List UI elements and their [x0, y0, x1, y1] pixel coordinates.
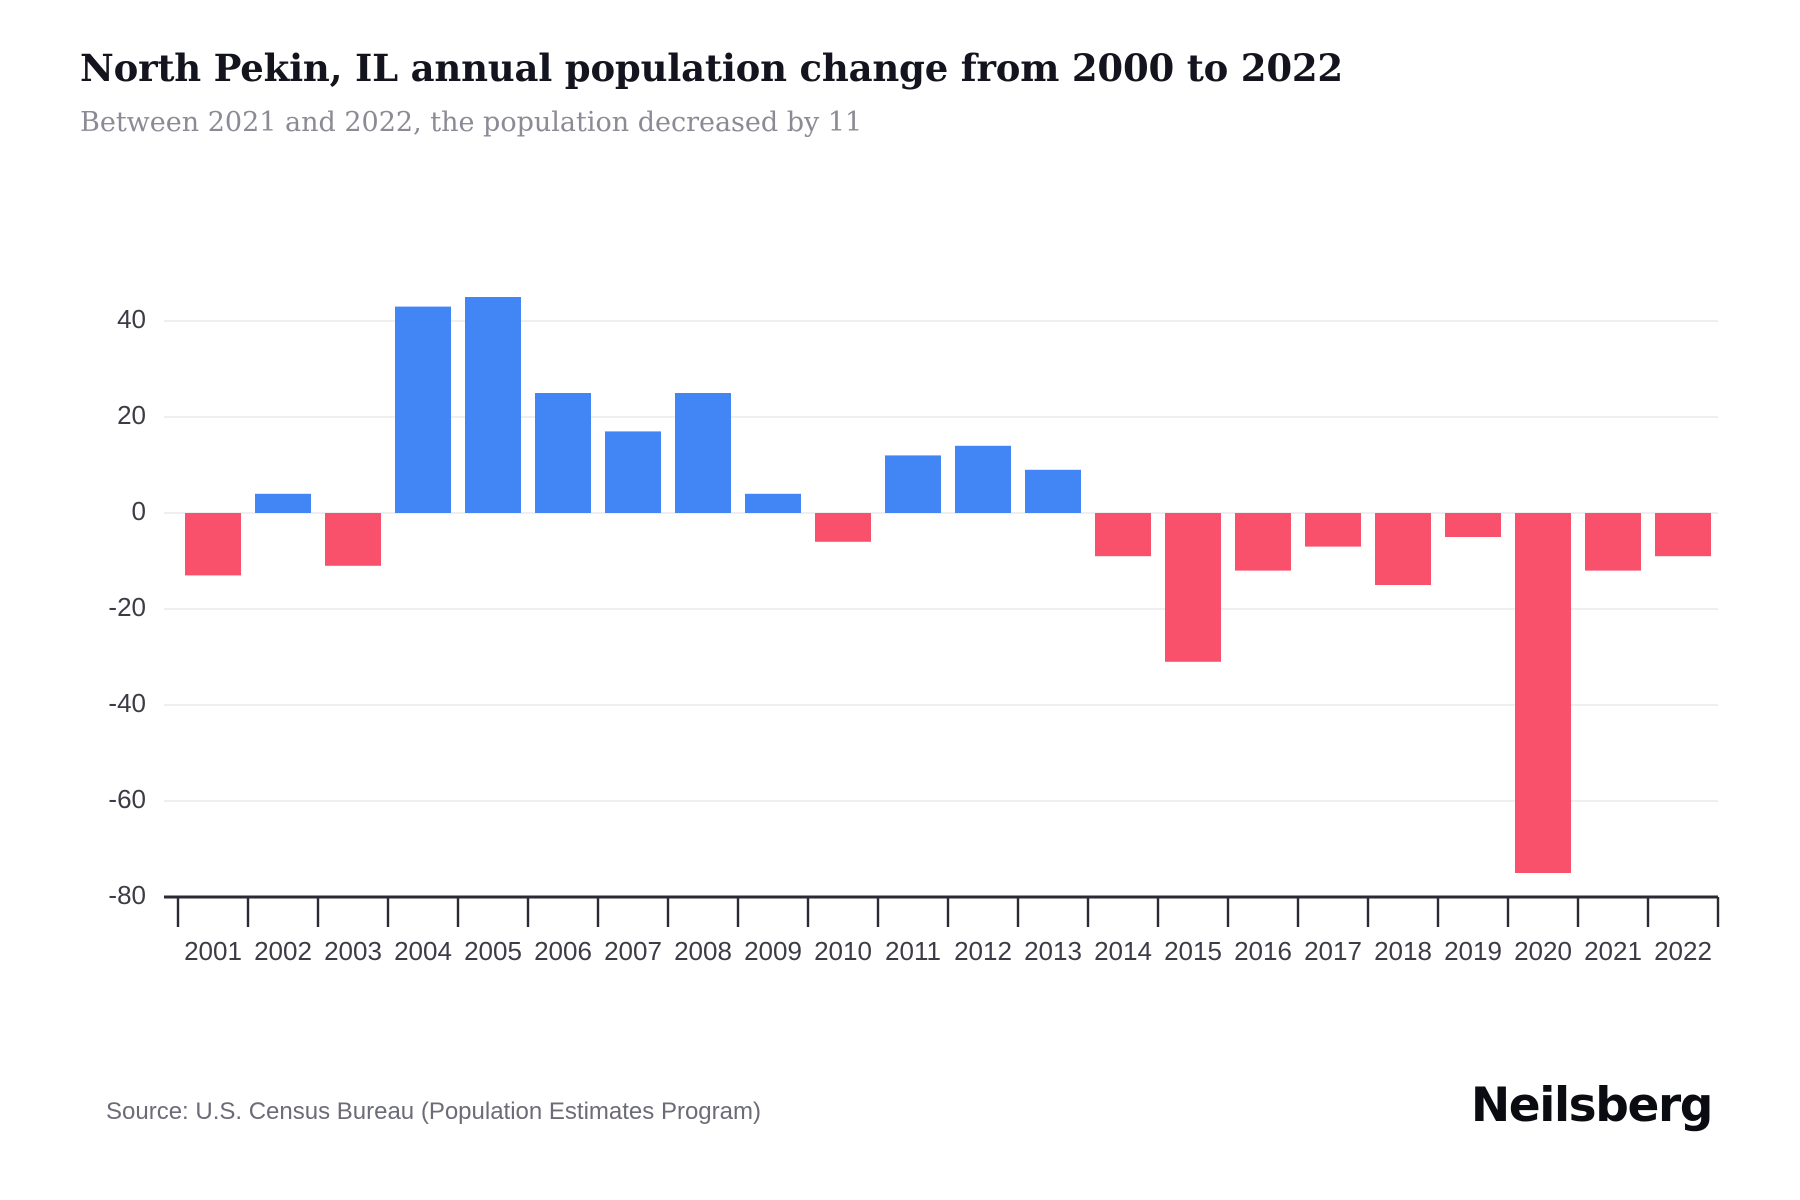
y-axis-tick-label: 40	[117, 304, 146, 334]
y-axis: 40 20 0 -20 -40 -60 -80	[108, 304, 146, 910]
x-axis-tick-label: 2017	[1304, 936, 1362, 966]
bar-2012	[955, 445, 1011, 513]
x-axis-tick-label: 2013	[1024, 936, 1082, 966]
x-axis-tick-label: 2020	[1514, 936, 1572, 966]
bar-2009	[745, 493, 801, 513]
x-axis-tick-label: 2014	[1094, 936, 1152, 966]
x-axis-tick-label: 2008	[674, 936, 732, 966]
x-axis-tick-label: 2001	[184, 936, 242, 966]
bars	[185, 297, 1711, 873]
chart-plot-area: 40 20 0 -20 -40 -60 -80 2001 2002 2003 2004 2005 20…	[108, 297, 1720, 966]
y-axis-tick-label: 20	[117, 400, 146, 430]
bar-2011	[885, 455, 941, 513]
chart-subtitle: Between 2021 and 2022, the population de…	[80, 106, 863, 138]
bar-2008	[675, 393, 731, 513]
x-axis-tick-label: 2019	[1444, 936, 1502, 966]
bar-2005	[465, 297, 521, 513]
y-axis-tick-label: -40	[108, 688, 146, 718]
source-note: Source: U.S. Census Bureau (Population E…	[106, 1098, 761, 1125]
bar-2017	[1305, 513, 1361, 547]
x-axis-tick-label: 2015	[1164, 936, 1222, 966]
x-axis-tick-label: 2006	[534, 936, 592, 966]
bar-2006	[535, 393, 591, 513]
x-axis-tick-label: 2004	[394, 936, 452, 966]
bar-2003	[325, 513, 381, 566]
bar-2021	[1585, 513, 1641, 571]
bar-2019	[1445, 513, 1501, 537]
bar-2022	[1655, 513, 1711, 557]
x-axis-tick-label: 2003	[324, 936, 382, 966]
bar-2010	[815, 513, 871, 542]
bar-2018	[1375, 513, 1431, 585]
brand-logo: Neilsberg	[1470, 1078, 1714, 1133]
bar-2002	[255, 493, 311, 513]
x-axis-tick-label: 2002	[254, 936, 312, 966]
page-title: North Pekin, IL annual population change…	[80, 46, 1343, 90]
bar-2004	[395, 306, 451, 513]
bar-2014	[1095, 513, 1151, 557]
bar-2015	[1165, 513, 1221, 662]
bar-2013	[1025, 469, 1081, 513]
x-axis-tick-label: 2022	[1654, 936, 1712, 966]
y-axis-tick-label: 0	[132, 496, 146, 526]
bar-2016	[1235, 513, 1291, 571]
x-axis-tick-label: 2011	[885, 936, 941, 966]
y-axis-tick-label: -20	[108, 592, 146, 622]
x-axis-tick-label: 2021	[1584, 936, 1642, 966]
y-axis-tick-label: -60	[108, 784, 146, 814]
y-axis-tick-label: -80	[108, 880, 146, 910]
x-axis-tick-label: 2018	[1374, 936, 1432, 966]
bar-2020	[1515, 513, 1571, 873]
chart-footer: Source: U.S. Census Bureau (Population E…	[0, 1078, 1800, 1180]
x-axis-tick-label: 2012	[954, 936, 1012, 966]
x-axis-tick-label: 2007	[604, 936, 662, 966]
x-axis-tick-label: 2005	[464, 936, 522, 966]
x-axis: 2001 2002 2003 2004 2005 2006 2007 2008 2009 2010…	[164, 895, 1720, 966]
x-axis-tick-label: 2010	[814, 936, 872, 966]
bar-2007	[605, 431, 661, 513]
x-axis-tick-label: 2009	[744, 936, 802, 966]
bar-2001	[185, 513, 241, 576]
chart-header: North Pekin, IL annual population change…	[80, 48, 1720, 138]
x-axis-tick-label: 2016	[1234, 936, 1292, 966]
